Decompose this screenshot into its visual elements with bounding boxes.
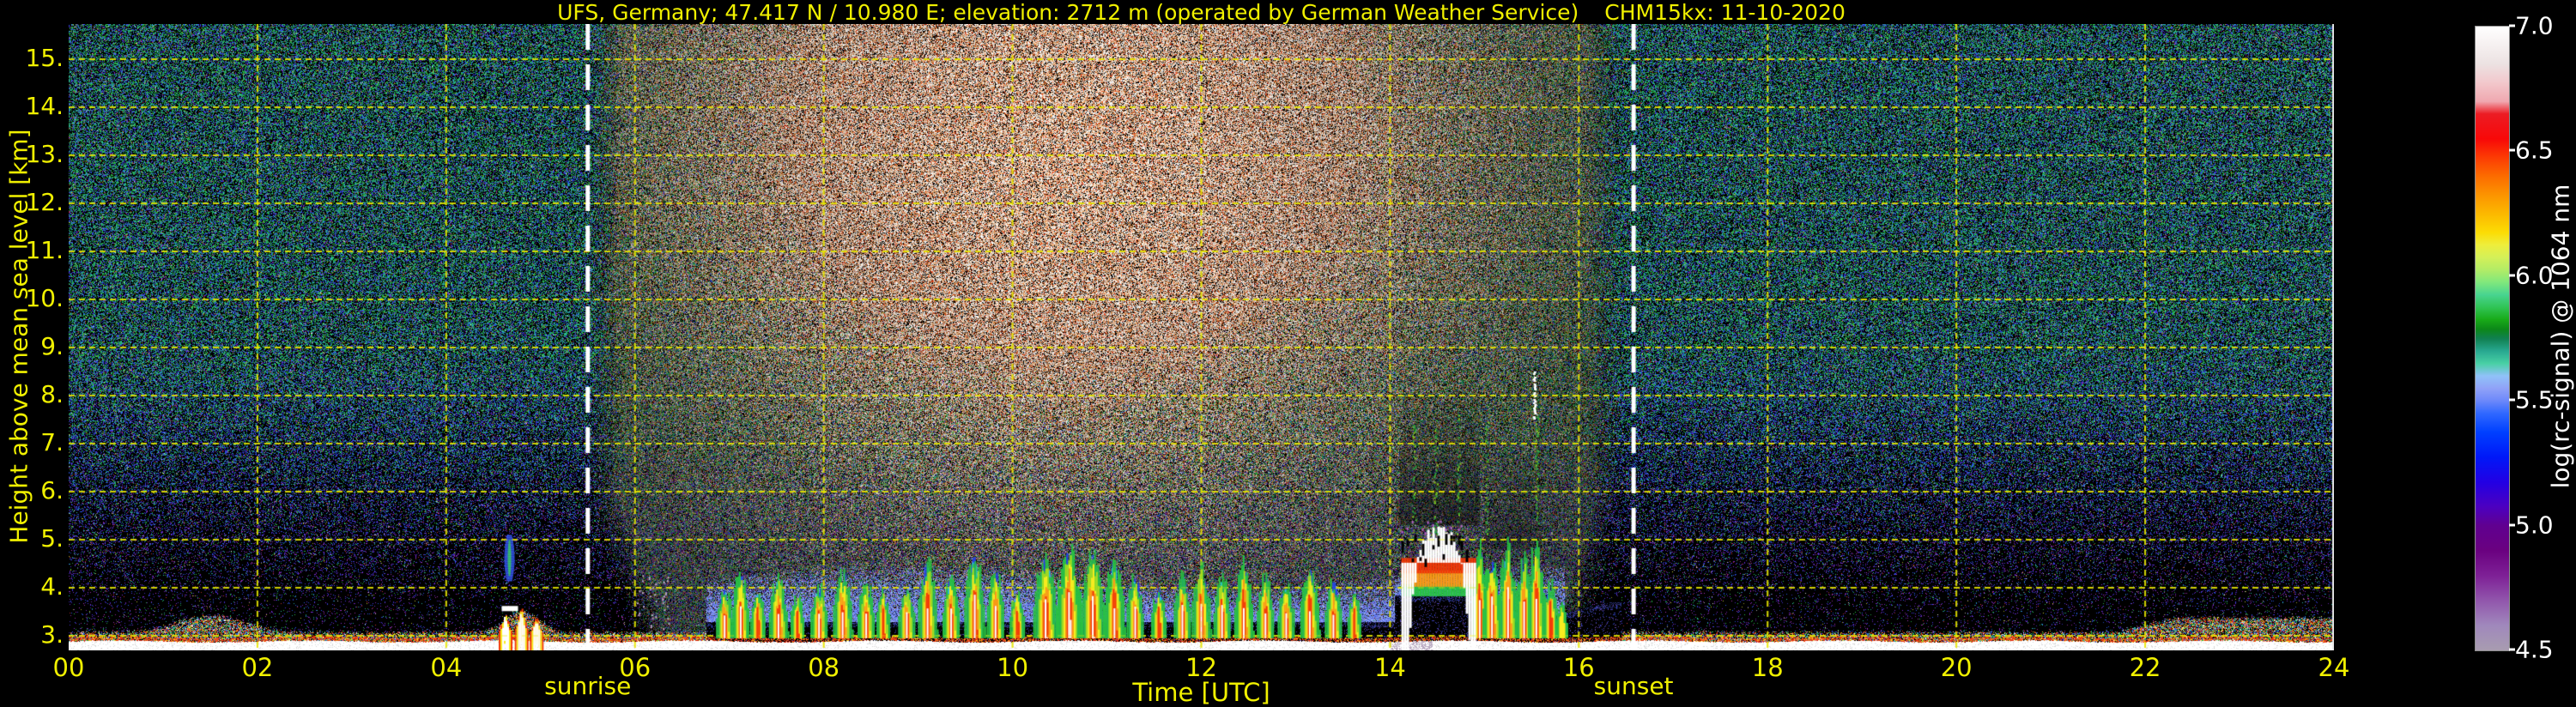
colorbar-tick-mark: [2509, 398, 2515, 402]
x-tick-label: 24: [2318, 653, 2350, 682]
y-tick-label: 11.: [25, 236, 64, 265]
plot-area: [69, 24, 2334, 650]
colorbar-tick-label: 5.0: [2515, 511, 2554, 540]
colorbar-tick-mark: [2509, 148, 2515, 152]
x-tick-label: 22: [2129, 653, 2161, 682]
y-tick-label: 10.: [25, 284, 64, 313]
x-tick-label: 08: [808, 653, 840, 682]
colorbar-tick-mark: [2509, 24, 2515, 27]
x-tick-label: 02: [241, 653, 274, 682]
y-tick-label: 7.: [40, 428, 64, 457]
colorbar-label: log(rc-signal) @ 1064 nm: [2546, 184, 2575, 489]
colorbar-tick-label: 4.5: [2515, 635, 2554, 664]
y-tick-label: 5.: [40, 524, 64, 553]
x-tick-label: 12: [1185, 653, 1217, 682]
colorbar-tick-label: 6.0: [2515, 261, 2554, 290]
x-tick-label: 00: [52, 653, 85, 682]
y-tick-label: 9.: [40, 332, 64, 361]
x-tick-label: 18: [1751, 653, 1784, 682]
page-title: UFS, Germany; 47.417 N / 10.980 E; eleva…: [69, 0, 2334, 25]
y-tick-label: 3.: [40, 620, 64, 650]
colorbar-tick-mark: [2509, 274, 2515, 277]
colorbar-tick-mark: [2509, 648, 2515, 651]
colorbar-tick-label: 7.0: [2515, 11, 2554, 40]
x-tick-label: 16: [1562, 653, 1595, 682]
colorbar: [2475, 26, 2510, 651]
x-tick-label: 04: [430, 653, 463, 682]
y-tick-label: 13.: [25, 140, 64, 169]
y-tick-label: 12.: [25, 188, 64, 217]
y-tick-label: 6.: [40, 476, 64, 505]
sunset-label: sunset: [1593, 672, 1674, 700]
x-axis-label: Time [UTC]: [1132, 678, 1270, 707]
title-station: UFS, Germany; 47.417 N / 10.980 E; eleva…: [557, 0, 1579, 25]
colorbar-tick-label: 5.5: [2515, 385, 2554, 414]
title-instrument-date: CHM15kx: 11-10-2020: [1604, 0, 1846, 25]
colorbar-tick-label: 6.5: [2515, 136, 2554, 165]
y-tick-label: 4.: [40, 572, 64, 601]
sunrise-label: sunrise: [544, 672, 632, 700]
y-tick-label: 14.: [25, 92, 64, 121]
x-tick-label: 20: [1940, 653, 1973, 682]
x-tick-label: 14: [1373, 653, 1406, 682]
colorbar-tick-mark: [2509, 523, 2515, 527]
x-tick-label: 10: [997, 653, 1029, 682]
y-tick-label: 8.: [40, 380, 64, 409]
x-tick-label: 06: [619, 653, 652, 682]
y-tick-label: 15.: [25, 44, 64, 73]
